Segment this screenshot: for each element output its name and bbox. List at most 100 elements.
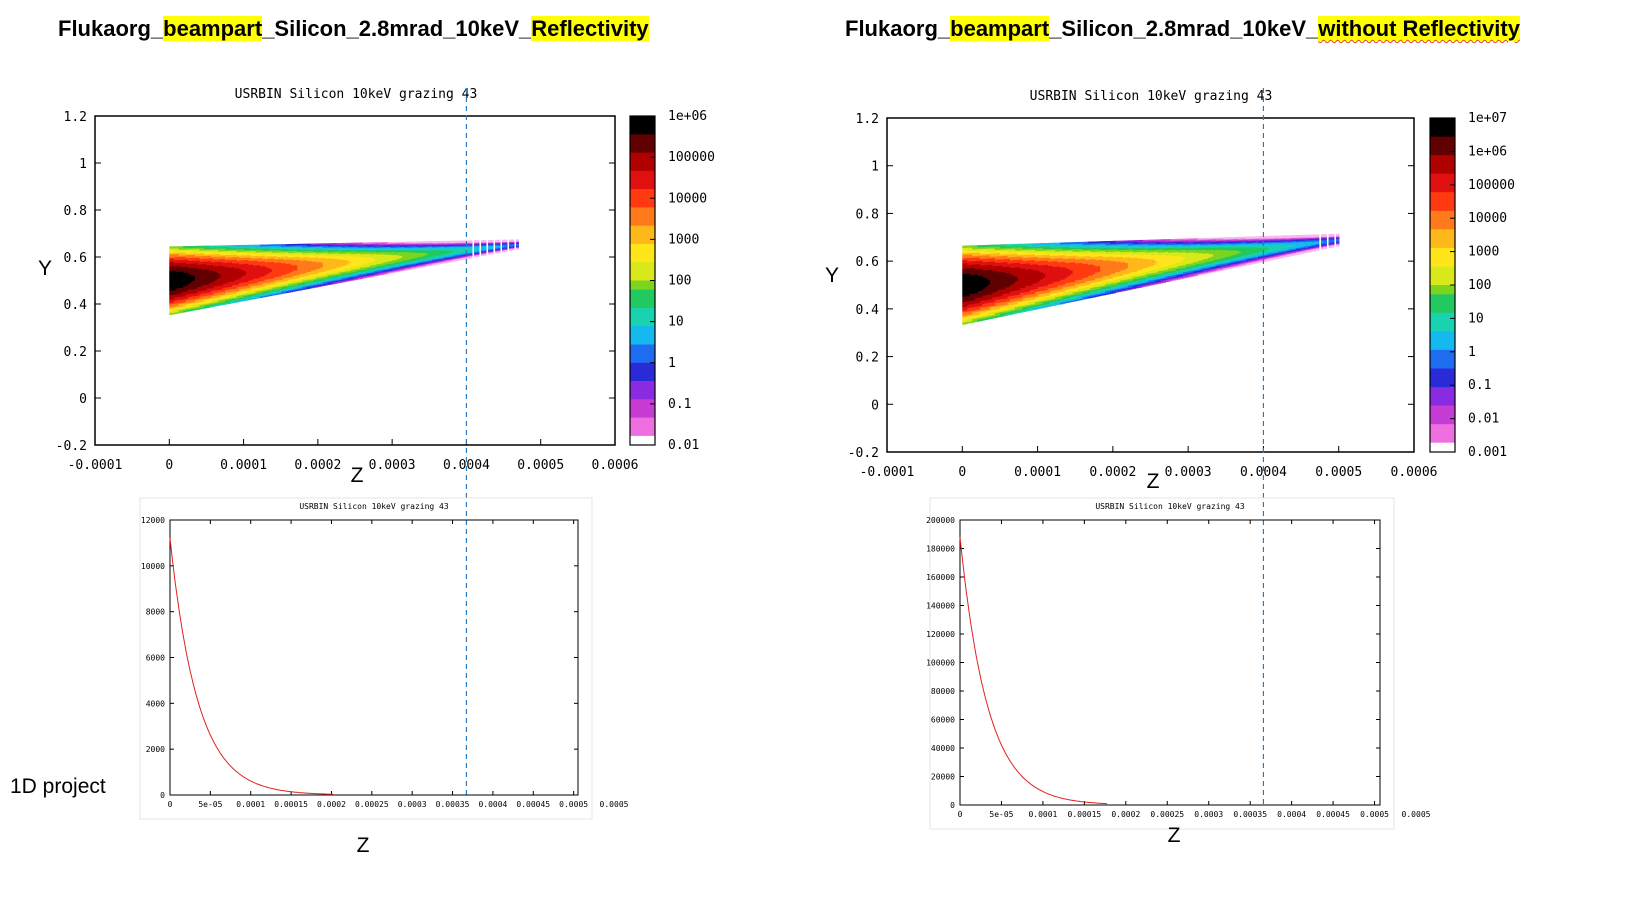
- heatmap-cell: [276, 279, 280, 282]
- heatmap-cell: [295, 267, 298, 270]
- heatmap-cell: [234, 246, 238, 249]
- heatmap-cell: [350, 276, 354, 279]
- heatmap-cell: [315, 263, 319, 266]
- heatmap-cell: [299, 262, 303, 264]
- heatmap-cell: [355, 264, 359, 266]
- heatmap-cell: [339, 269, 343, 271]
- heatmap-cell: [418, 254, 422, 256]
- heatmap-cell: [222, 259, 226, 262]
- heatmap-cell: [274, 251, 277, 253]
- heatmap-cell: [404, 244, 408, 246]
- heatmap-cell: [208, 281, 212, 283]
- heatmap-cell: [278, 251, 282, 254]
- heatmap-cell: [315, 285, 319, 288]
- heatmap-cell: [176, 293, 180, 296]
- heatmap-cell: [201, 279, 205, 282]
- heatmap-cell: [229, 260, 233, 263]
- heatmap-cell: [187, 248, 191, 251]
- heatmap-cell: [311, 244, 315, 247]
- heatmap-cell: [234, 294, 238, 297]
- heatmap-cell: [378, 269, 382, 272]
- heatmap-cell: [304, 243, 308, 246]
- heatmap-cell: [211, 280, 215, 283]
- heatmap-cell: [399, 247, 403, 249]
- heatmap-cell: [295, 255, 298, 257]
- heatmap-cell: [274, 252, 277, 254]
- heatmap-cell: [211, 291, 215, 294]
- heatmap-cell: [290, 255, 294, 258]
- heatmap-cell: [334, 246, 338, 249]
- heatmap-cell: [257, 268, 261, 270]
- heatmap-cell: [376, 246, 380, 248]
- heatmap-cell: [225, 299, 228, 302]
- heatmap-cell: [355, 244, 359, 246]
- heatmap-cell: [213, 257, 217, 260]
- heatmap-cell: [283, 248, 287, 251]
- heatmap-cell: [418, 246, 422, 248]
- heatmap-cell: [360, 248, 364, 251]
- heatmap-cell: [416, 252, 419, 254]
- heatmap-cell: [178, 265, 182, 268]
- heatmap-cell: [208, 302, 212, 305]
- heatmap-cell: [357, 270, 361, 272]
- heatmap-cell: [227, 260, 231, 263]
- heatmap-cell: [241, 287, 245, 289]
- heatmap-cell: [295, 275, 298, 277]
- heatmap-cell: [371, 271, 375, 274]
- heatmap-cell: [348, 254, 352, 256]
- heatmap-cell: [390, 269, 394, 271]
- heatmap-cell: [176, 284, 180, 287]
- heatmap-cell: [218, 297, 222, 300]
- heatmap-cell: [355, 263, 359, 266]
- heatmap-cell: [269, 285, 273, 287]
- heatmap-cell: [325, 277, 329, 279]
- heatmap-cell: [378, 248, 382, 250]
- heatmap-cell: [253, 251, 256, 254]
- heatmap-cell: [222, 253, 226, 256]
- heatmap-cell: [392, 253, 396, 255]
- heatmap-cell: [204, 292, 208, 295]
- heatmap-cell: [173, 286, 177, 289]
- heatmap-cell: [234, 288, 238, 290]
- heatmap-cell: [211, 305, 215, 308]
- heatmap-cell: [404, 254, 408, 256]
- heatmap-cell: [348, 258, 352, 261]
- heatmap-cell: [201, 263, 205, 266]
- heatmap-cell: [178, 305, 182, 308]
- heatmap-cell: [269, 247, 273, 250]
- heatmap-cell: [283, 273, 287, 276]
- heatmap-cell: [255, 275, 259, 278]
- heatmap-cell: [297, 265, 301, 268]
- heatmap-cell: [250, 289, 254, 292]
- heatmap-cell: [311, 277, 315, 280]
- heatmap-cell: [232, 263, 235, 265]
- heatmap-cell: [204, 294, 208, 296]
- heatmap-cell: [413, 254, 417, 256]
- heatmap-cell: [362, 263, 366, 265]
- heatmap-cell: [341, 270, 345, 273]
- heatmap-cell: [229, 254, 233, 257]
- heatmap-cell: [213, 287, 217, 290]
- heatmap-cell: [348, 244, 352, 246]
- heatmap-cell: [290, 256, 294, 259]
- heatmap-cell: [176, 310, 180, 313]
- heatmap-cell: [267, 259, 270, 261]
- heatmap-cell: [315, 244, 319, 246]
- heatmap-cell: [225, 268, 228, 271]
- heatmap-cell: [187, 295, 191, 297]
- heatmap-cell: [308, 274, 312, 276]
- heatmap-cell: [299, 257, 303, 259]
- heatmap-cell: [388, 260, 391, 262]
- heatmap-cell: [250, 283, 254, 286]
- heatmap-cell: [295, 283, 298, 285]
- heatmap-cell: [285, 260, 289, 262]
- heatmap-cell: [350, 255, 354, 257]
- heatmap-cell: [190, 309, 194, 311]
- heatmap-cell: [234, 264, 238, 266]
- heatmap-cell: [292, 267, 296, 269]
- heatmap-cell: [339, 266, 343, 269]
- heatmap-cell: [243, 296, 247, 299]
- heatmap-cell: [257, 244, 261, 247]
- heatmap-cell: [295, 284, 298, 286]
- heatmap-cell: [187, 305, 191, 308]
